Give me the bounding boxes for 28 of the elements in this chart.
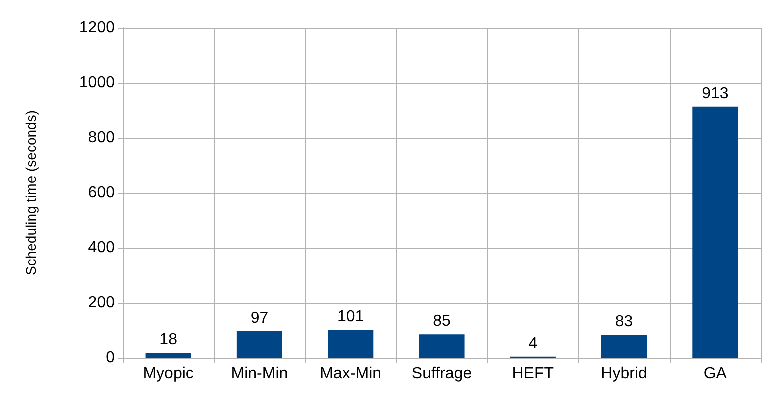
y-tick-label: 400 <box>88 240 116 256</box>
y-tick-label: 1200 <box>79 20 116 36</box>
y-tick-label: 800 <box>88 130 116 146</box>
x-tick-label: Hybrid <box>601 366 648 382</box>
bar <box>236 331 282 358</box>
data-label: 913 <box>702 85 729 102</box>
y-tick-label: 600 <box>88 184 116 202</box>
data-label: 83 <box>615 314 634 331</box>
data-label: 18 <box>160 332 178 349</box>
bar <box>146 353 192 358</box>
x-tick-label: Suffrage <box>412 366 472 382</box>
data-label: 101 <box>338 308 364 326</box>
x-tick-label: GA <box>704 366 728 382</box>
y-tick-label: 0 <box>106 350 116 366</box>
x-tick-label: Myopic <box>143 366 194 382</box>
x-tick-label: HEFT <box>512 366 554 382</box>
bar <box>328 330 374 358</box>
data-label: 4 <box>528 335 538 352</box>
bar <box>419 334 465 358</box>
y-axis-title: Scheduling time (seconds) <box>23 110 39 276</box>
y-tick-label: 200 <box>88 294 116 312</box>
x-tick-label: Max-Min <box>320 366 382 382</box>
bar <box>692 106 738 358</box>
data-label: 97 <box>250 310 269 327</box>
y-tick-label: 1000 <box>79 74 116 92</box>
data-label: 85 <box>433 313 451 330</box>
bar <box>602 335 648 358</box>
x-tick-label: Min-Min <box>231 366 288 382</box>
